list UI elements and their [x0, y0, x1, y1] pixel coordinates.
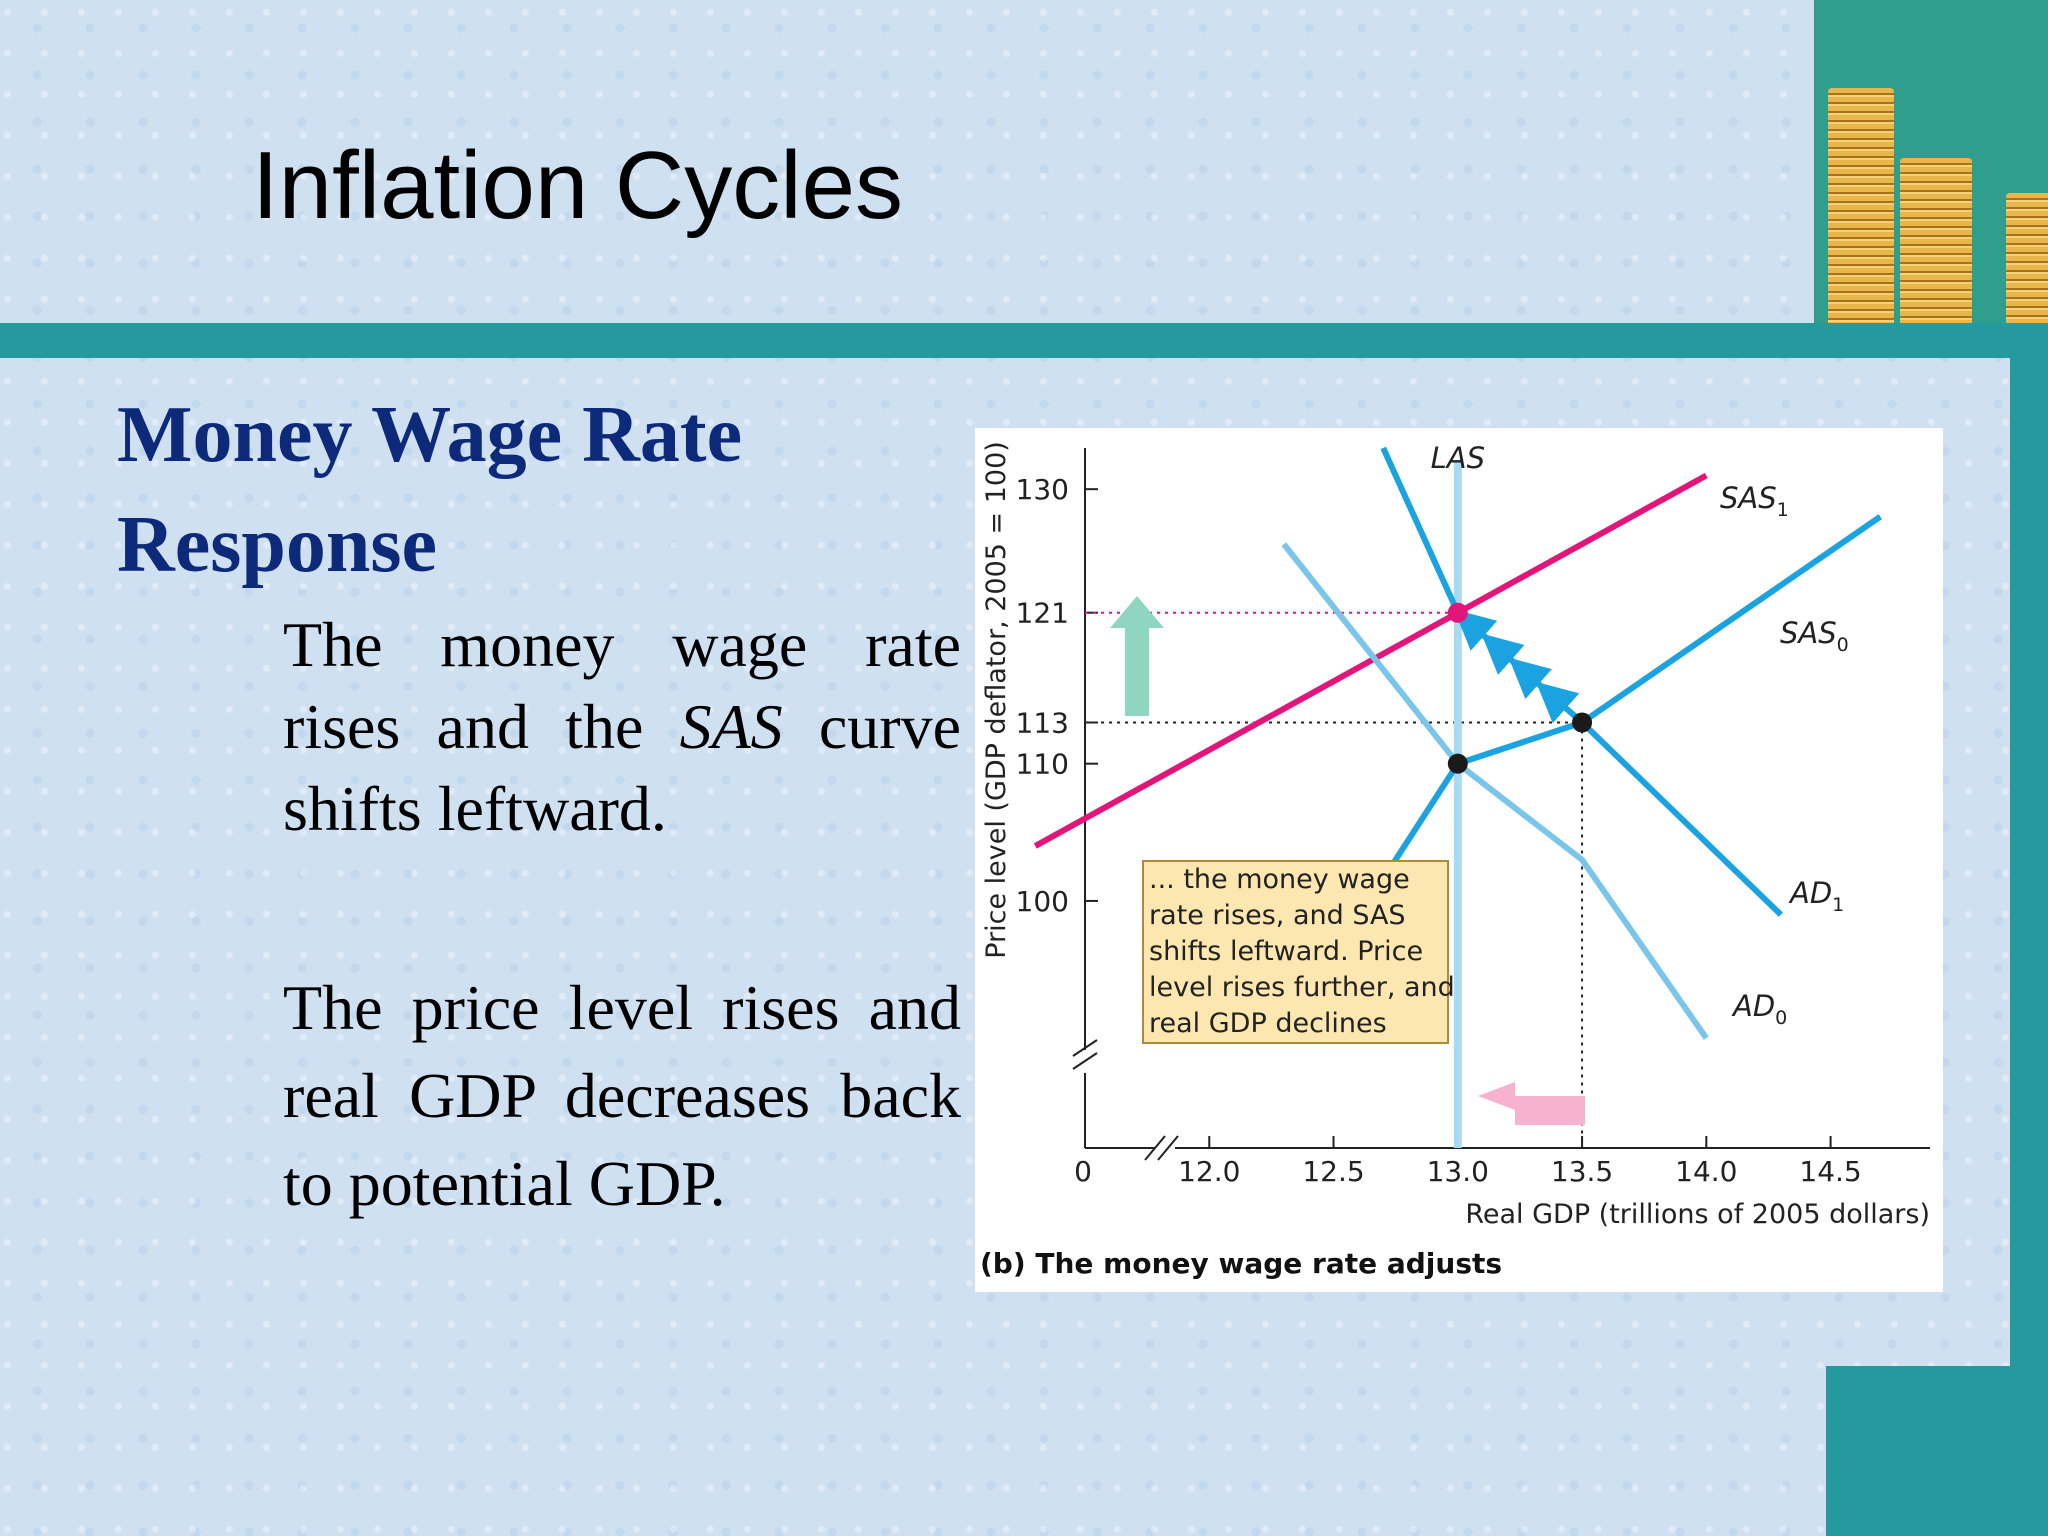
x-tick-label: 14.0	[1675, 1155, 1737, 1188]
corner-accent-block	[1826, 1366, 2048, 1536]
origin-label: 0	[1074, 1155, 1092, 1188]
gdp-left-arrow	[1478, 1082, 1585, 1125]
x-tick-label: 12.0	[1178, 1155, 1240, 1188]
movement-arrow	[1536, 681, 1580, 724]
chart-labels: LAS SAS1 SAS0 AD1 AD0	[1431, 441, 1849, 1029]
slide-title: Inflation Cycles	[252, 132, 903, 239]
chart-panel: 12.0 12.5 13.0 13.5 14.0 14.5 100 110 113 121 130 …	[975, 428, 1943, 1292]
y-axis-break-mark	[1072, 1039, 1098, 1070]
header-divider-band	[0, 323, 2048, 358]
para1-emphasis: SAS	[679, 691, 783, 762]
equilibrium-point	[1447, 602, 1468, 623]
body-paragraph-1: The money wage rate rises and the SAS cu…	[283, 604, 961, 850]
heading-line-2: Response	[117, 501, 438, 589]
label-sas0: SAS0	[1780, 616, 1849, 656]
heading-line-1: Money Wage Rate	[117, 391, 743, 479]
y-axis-title: Price level (GDP deflator, 2005 = 100)	[981, 441, 1012, 959]
para1-text-b: curve shifts leftward.	[283, 691, 961, 844]
annotation-line: real GDP declines	[1149, 1008, 1387, 1039]
label-sas1: SAS1	[1720, 481, 1789, 521]
y-tick-label: 110	[1016, 748, 1069, 781]
chart-arrows	[1110, 596, 1585, 1125]
x-tick-label: 13.5	[1551, 1155, 1613, 1188]
price-up-arrow	[1110, 596, 1164, 716]
annotation-box: ... the money wage rate rises, and SAS shi…	[1142, 860, 1455, 1044]
x-axis-break-mark	[1144, 1135, 1179, 1161]
label-ad0: AD0	[1731, 989, 1787, 1029]
equilibrium-point	[1447, 753, 1468, 774]
annotation-line: level rises further, and	[1149, 972, 1455, 1003]
chart-curves	[1033, 446, 1883, 1148]
label-ad1: AD1	[1788, 876, 1844, 916]
movement-arrow	[1481, 633, 1525, 675]
annotation-line: rate rises, and SAS	[1149, 900, 1406, 931]
x-tick-label: 13.0	[1427, 1155, 1489, 1188]
y-tick-label: 100	[1016, 885, 1069, 918]
curve-sas0	[1330, 514, 1883, 958]
annotation-line: shifts leftward. Price	[1149, 936, 1424, 967]
y-tick-label: 121	[1016, 597, 1069, 630]
x-tick-label: 14.5	[1799, 1155, 1861, 1188]
chart-points	[1447, 602, 1593, 774]
label-las: LAS	[1431, 441, 1485, 475]
right-accent-bar	[2010, 358, 2048, 1536]
chart-caption: (b) The money wage rate adjusts	[980, 1247, 1502, 1280]
x-axis-title: Real GDP (trillions of 2005 dollars)	[1465, 1199, 1930, 1230]
movement-arrow	[1453, 609, 1498, 651]
coin-stacks-image	[1814, 0, 2048, 323]
equilibrium-point	[1572, 712, 1593, 733]
x-tick-label: 12.5	[1302, 1155, 1364, 1188]
section-heading: Money Wage Rate Response	[117, 380, 742, 600]
para1-text-a: The money wage rate rises and the	[283, 609, 961, 762]
movement-arrow	[1508, 657, 1552, 700]
as-ad-chart: 12.0 12.5 13.0 13.5 14.0 14.5100110113121130 …	[980, 441, 1930, 1280]
body-paragraph-2: The price level rises and real GDP decre…	[283, 972, 961, 1219]
annotation-line: ... the money wage	[1149, 864, 1410, 895]
y-tick-label: 130	[1016, 473, 1069, 506]
chart-guides	[1085, 611, 1584, 1148]
chart-axes: 12.0 12.5 13.0 13.5 14.0 14.5 100 110 113 121 130	[1016, 448, 1930, 1188]
y-tick-label: 113	[1016, 707, 1069, 740]
curve-ad0	[1281, 542, 1709, 1040]
